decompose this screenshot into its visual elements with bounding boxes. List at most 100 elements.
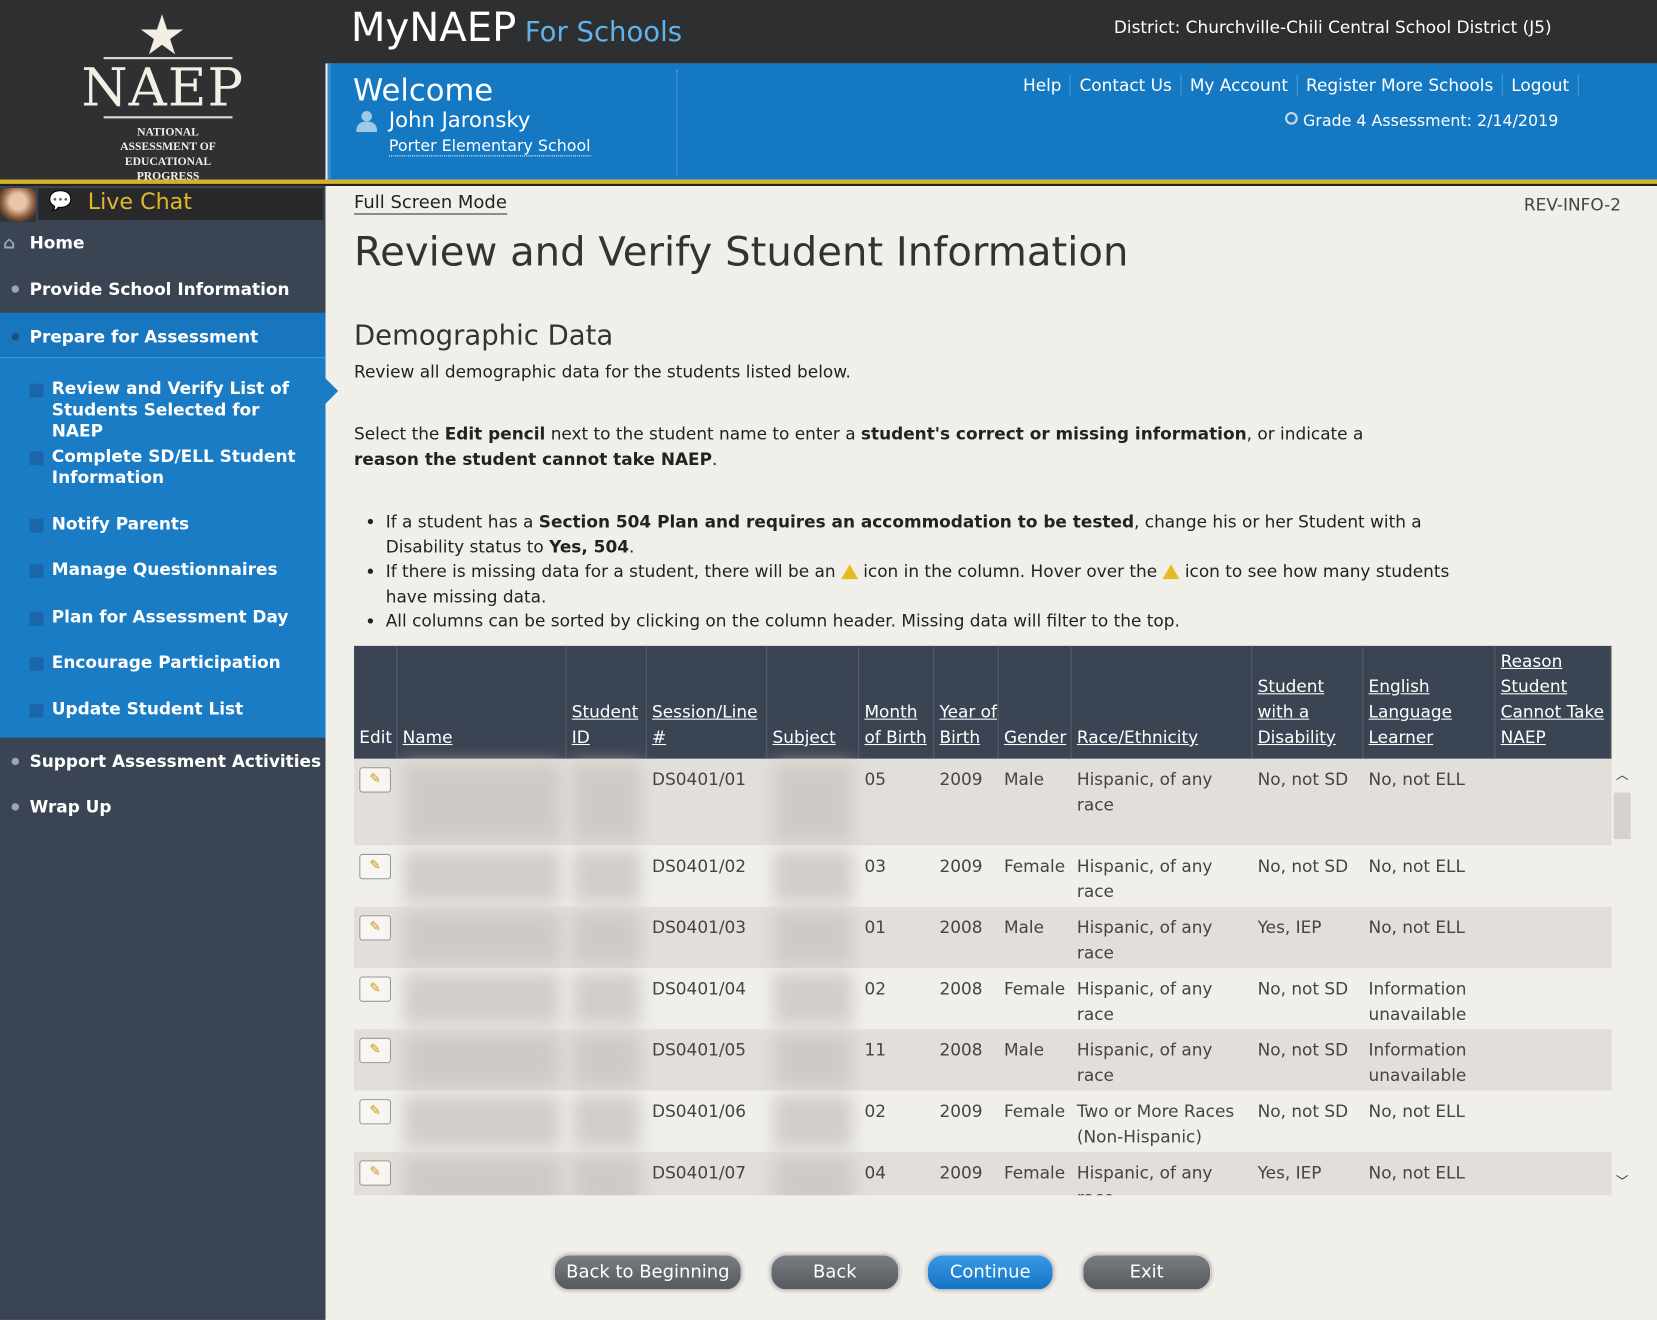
column-header-subject[interactable]: Subject xyxy=(767,645,860,759)
app-title: MyNAEP For Schools xyxy=(351,4,682,50)
column-header-label: Edit xyxy=(359,727,393,748)
sidebar-item-label: Plan for Assessment Day xyxy=(51,606,289,627)
chat-bubbles-icon: 💬 xyxy=(48,190,73,213)
edit-pencil-icon[interactable]: ✎ xyxy=(359,915,392,941)
cell-ell: Information unavailable xyxy=(1368,978,1467,1025)
cell-sd: No, not SD xyxy=(1257,978,1349,999)
edit-pencil-icon[interactable]: ✎ xyxy=(359,1160,392,1186)
student-table: Edit Name Student ID Session/Line # Subject M… xyxy=(354,645,1612,1196)
bullet-item: If there is missing data for a student, … xyxy=(386,559,1464,609)
help-link[interactable]: Help xyxy=(1015,75,1072,96)
table-header: Edit Name Student ID Session/Line # Subject M… xyxy=(354,645,1612,759)
column-header-gender[interactable]: Gender xyxy=(999,645,1072,759)
sidebar-item-label: Notify Parents xyxy=(51,513,190,534)
column-header-year[interactable]: Year of Birth xyxy=(934,645,999,759)
warning-icon xyxy=(840,564,858,580)
column-header-reason[interactable]: Reason Student Cannot Take NAEP xyxy=(1495,645,1612,759)
student-name-redacted xyxy=(403,763,561,842)
register-more-schools-link[interactable]: Register More Schools xyxy=(1298,75,1503,96)
cell-ell: No, not ELL xyxy=(1368,1162,1465,1183)
column-header-name[interactable]: Name xyxy=(397,645,567,759)
student-name-redacted xyxy=(403,910,561,964)
cell-gender: Male xyxy=(1003,917,1045,938)
table-row: ✎ DS0401/07 04 2009 Female Hispanic, of any r… xyxy=(354,1151,1612,1196)
cell-race: Two or More Races (Non-Hispanic) xyxy=(1076,1101,1235,1147)
edit-pencil-icon[interactable]: ✎ xyxy=(359,767,392,793)
bullet-icon xyxy=(11,803,20,811)
cell-month: 01 xyxy=(864,917,886,938)
divider xyxy=(676,69,678,176)
cell-gender: Female xyxy=(1003,856,1066,877)
cell-year: 2009 xyxy=(939,1162,983,1183)
table-scrollbar[interactable]: ︿ ﹀ xyxy=(1611,758,1633,1195)
column-header-label: Year of Birth xyxy=(939,701,997,748)
bullet-icon xyxy=(29,564,44,579)
column-header-ell[interactable]: English Language Learner xyxy=(1363,645,1496,759)
logout-link[interactable]: Logout xyxy=(1503,75,1579,96)
cell-ell: No, not ELL xyxy=(1368,769,1465,790)
cell-race: Hispanic, of any race xyxy=(1076,769,1213,815)
cell-year: 2009 xyxy=(939,856,983,877)
cell-year: 2008 xyxy=(939,978,983,999)
column-header-month[interactable]: Month of Birth xyxy=(859,645,935,759)
full-screen-mode-link[interactable]: Full Screen Mode xyxy=(354,192,507,215)
scrollbar-thumb[interactable] xyxy=(1613,792,1631,840)
naep-logo[interactable]: ★ NAEP NATIONAL ASSESSMENT OF EDUCATIONA… xyxy=(0,0,326,183)
table-row: ✎ DS0401/04 02 2008 Female Hispanic, of any r… xyxy=(354,968,1612,1030)
scroll-down-icon[interactable]: ﹀ xyxy=(1615,1174,1629,1189)
edit-pencil-icon[interactable]: ✎ xyxy=(359,976,392,1002)
school-link[interactable]: Porter Elementary School xyxy=(388,136,591,157)
live-chat-button[interactable]: 💬 Live Chat xyxy=(38,188,324,220)
app-suffix: For Schools xyxy=(524,16,683,49)
cell-sd: No, not SD xyxy=(1257,769,1349,790)
sidebar-active-section xyxy=(0,312,326,738)
exit-button[interactable]: Exit xyxy=(1081,1253,1213,1292)
cell-sd: Yes, IEP xyxy=(1257,1162,1322,1183)
cell-gender: Female xyxy=(1003,1101,1066,1122)
cell-race: Hispanic, of any race xyxy=(1076,917,1213,963)
continue-button[interactable]: Continue xyxy=(925,1253,1055,1292)
column-header-label: Subject xyxy=(772,727,836,748)
scroll-up-icon[interactable]: ︿ xyxy=(1615,767,1629,783)
my-account-link[interactable]: My Account xyxy=(1181,75,1298,96)
back-to-beginning-button[interactable]: Back to Beginning xyxy=(552,1253,743,1292)
back-button[interactable]: Back xyxy=(769,1253,901,1292)
bullet-icon xyxy=(29,611,44,626)
cell-month: 02 xyxy=(864,1101,886,1122)
edit-pencil-icon[interactable]: ✎ xyxy=(359,1037,392,1064)
student-id-redacted xyxy=(572,763,641,842)
column-header-label: Student with a Disability xyxy=(1257,676,1336,748)
column-header-label: English Language Learner xyxy=(1368,676,1453,748)
column-header-label: Race/Ethnicity xyxy=(1076,727,1199,748)
column-header-sd[interactable]: Student with a Disability xyxy=(1252,645,1364,759)
edit-pencil-icon[interactable]: ✎ xyxy=(359,1099,392,1125)
cell-year: 2009 xyxy=(939,1101,983,1122)
text: Edit pencil xyxy=(444,423,546,444)
cell-year: 2008 xyxy=(939,917,983,938)
contact-us-link[interactable]: Contact Us xyxy=(1071,75,1182,96)
column-header-label: Student ID xyxy=(571,701,639,748)
warning-icon xyxy=(1162,564,1180,580)
sidebar-item-label: Provide School Information xyxy=(29,278,290,300)
cell-sd: No, not SD xyxy=(1257,1101,1349,1122)
subject-redacted xyxy=(773,849,853,903)
star-icon: ★ xyxy=(137,4,187,68)
student-id-redacted xyxy=(572,910,641,964)
student-id-redacted xyxy=(572,1033,641,1087)
divider xyxy=(103,116,233,119)
column-header-label: Session/Line # xyxy=(652,701,758,748)
column-header-race[interactable]: Race/Ethnicity xyxy=(1072,645,1253,759)
column-header-session[interactable]: Session/Line # xyxy=(647,645,768,759)
cell-race: Hispanic, of any race xyxy=(1076,1039,1213,1086)
edit-pencil-icon[interactable]: ✎ xyxy=(359,853,392,880)
cell-month: 03 xyxy=(864,856,886,877)
bullet-icon xyxy=(29,703,44,718)
column-header-id[interactable]: Student ID xyxy=(566,645,647,759)
instructions: Select the Edit pencil next to the stude… xyxy=(354,422,1421,473)
text: Select the xyxy=(354,423,445,444)
sidebar-item-label: Manage Questionnaires xyxy=(51,559,278,580)
student-name-redacted xyxy=(403,1156,561,1196)
student-id-redacted xyxy=(572,1156,641,1196)
cell-month: 05 xyxy=(864,769,886,790)
sidebar-item-label: Home xyxy=(29,232,85,253)
